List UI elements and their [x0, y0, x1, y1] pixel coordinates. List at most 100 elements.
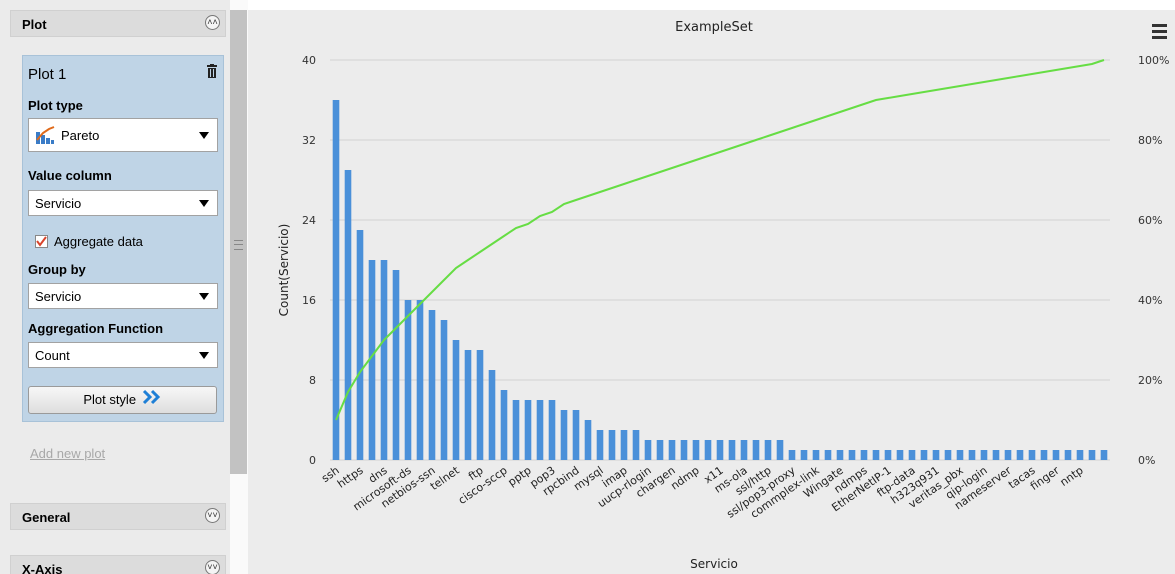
bar[interactable]: [656, 440, 664, 460]
bar[interactable]: [536, 400, 544, 460]
bar[interactable]: [392, 270, 400, 460]
bar[interactable]: [608, 430, 616, 460]
bar[interactable]: [992, 450, 1000, 460]
bar[interactable]: [440, 320, 448, 460]
bar[interactable]: [1076, 450, 1084, 460]
group-by-select[interactable]: Servicio: [28, 283, 218, 309]
bar[interactable]: [896, 450, 904, 460]
plot-type-label: Plot type: [28, 98, 83, 113]
bar[interactable]: [860, 450, 868, 460]
bar[interactable]: [1064, 450, 1072, 460]
bar[interactable]: [368, 260, 376, 460]
splitter-bar[interactable]: [230, 10, 247, 474]
general-section-title: General: [22, 510, 71, 525]
bar[interactable]: [488, 370, 496, 460]
aggregation-function-select[interactable]: Count: [28, 342, 218, 368]
bar[interactable]: [956, 450, 964, 460]
bar[interactable]: [1100, 450, 1108, 460]
bar[interactable]: [500, 390, 508, 460]
bar[interactable]: [728, 440, 736, 460]
value-column-label: Value column: [28, 168, 112, 183]
bar[interactable]: [800, 450, 808, 460]
bar[interactable]: [752, 440, 760, 460]
bar[interactable]: [788, 450, 796, 460]
chevron-down-icon: [199, 352, 209, 359]
bar[interactable]: [428, 310, 436, 460]
bar[interactable]: [464, 350, 472, 460]
bar[interactable]: [680, 440, 688, 460]
bar[interactable]: [596, 430, 604, 460]
bar[interactable]: [944, 450, 952, 460]
bar[interactable]: [1040, 450, 1048, 460]
pareto-chart-icon: [35, 126, 55, 147]
plot-type-select[interactable]: Pareto: [28, 118, 218, 152]
y2-tick-label: 20%: [1138, 374, 1162, 387]
y-tick-label: 40: [302, 54, 316, 67]
bar[interactable]: [416, 300, 424, 460]
bar[interactable]: [704, 440, 712, 460]
bar[interactable]: [668, 440, 676, 460]
bar[interactable]: [512, 400, 520, 460]
x-tick-label: ndmp: [668, 464, 701, 493]
bar[interactable]: [848, 450, 856, 460]
trash-icon[interactable]: [207, 64, 217, 78]
bar[interactable]: [908, 450, 916, 460]
bar[interactable]: [1004, 450, 1012, 460]
bar[interactable]: [1052, 450, 1060, 460]
y2-tick-label: 60%: [1138, 214, 1162, 227]
bar[interactable]: [1028, 450, 1036, 460]
expand-down-icon[interactable]: ˅˅: [205, 508, 220, 523]
bar[interactable]: [740, 440, 748, 460]
double-chevron-right-icon: [142, 388, 162, 414]
bar[interactable]: [644, 440, 652, 460]
bar[interactable]: [332, 100, 340, 460]
bar[interactable]: [620, 430, 628, 460]
xaxis-section-header[interactable]: X-Axis ˅˅: [10, 555, 226, 574]
collapse-up-icon[interactable]: ˄˄: [205, 15, 220, 30]
aggregate-checkbox[interactable]: [35, 235, 48, 248]
bar[interactable]: [776, 440, 784, 460]
bar[interactable]: [824, 450, 832, 460]
bar[interactable]: [380, 260, 388, 460]
bar[interactable]: [812, 450, 820, 460]
plot-style-button[interactable]: Plot style: [28, 386, 217, 414]
bar[interactable]: [872, 450, 880, 460]
bar[interactable]: [980, 450, 988, 460]
bar[interactable]: [404, 300, 412, 460]
plot-config-panel: Plot ˄˄ Plot 1 Plot type Pareto Value co…: [0, 0, 230, 574]
bar[interactable]: [1088, 450, 1096, 460]
bar[interactable]: [356, 230, 364, 460]
chevron-down-icon: [199, 132, 209, 139]
bar[interactable]: [584, 420, 592, 460]
bar[interactable]: [1016, 450, 1024, 460]
bar[interactable]: [548, 400, 556, 460]
bar[interactable]: [932, 450, 940, 460]
chart-area: 0 8 16 24 32 40 0% 20% 40% 60% 80% 100% ssh https dn…: [248, 10, 1175, 574]
bar[interactable]: [560, 410, 568, 460]
y2-tick-label: 100%: [1138, 54, 1169, 67]
hamburger-menu-icon[interactable]: [1152, 24, 1167, 42]
bar[interactable]: [476, 350, 484, 460]
value-column-select[interactable]: Servicio: [28, 190, 218, 216]
bar[interactable]: [920, 450, 928, 460]
bar[interactable]: [452, 340, 460, 460]
general-section-header[interactable]: General ˅˅: [10, 503, 226, 530]
bar[interactable]: [968, 450, 976, 460]
drag-handle-icon[interactable]: [234, 240, 243, 250]
bar[interactable]: [884, 450, 892, 460]
plot-section-header[interactable]: Plot ˄˄: [10, 10, 226, 37]
bar[interactable]: [836, 450, 844, 460]
bar[interactable]: [716, 440, 724, 460]
bar[interactable]: [524, 400, 532, 460]
plot-section-title: Plot: [22, 17, 47, 32]
bar[interactable]: [764, 440, 772, 460]
x-tick-label: pptp: [506, 464, 534, 489]
bar[interactable]: [692, 440, 700, 460]
bar[interactable]: [572, 410, 580, 460]
add-new-plot-link[interactable]: Add new plot: [30, 446, 106, 461]
bar[interactable]: [344, 170, 352, 460]
bar[interactable]: [632, 430, 640, 460]
x-tick-label: nntp: [1058, 464, 1086, 489]
expand-down-icon[interactable]: ˅˅: [205, 560, 220, 574]
panel-splitter[interactable]: [230, 0, 248, 574]
